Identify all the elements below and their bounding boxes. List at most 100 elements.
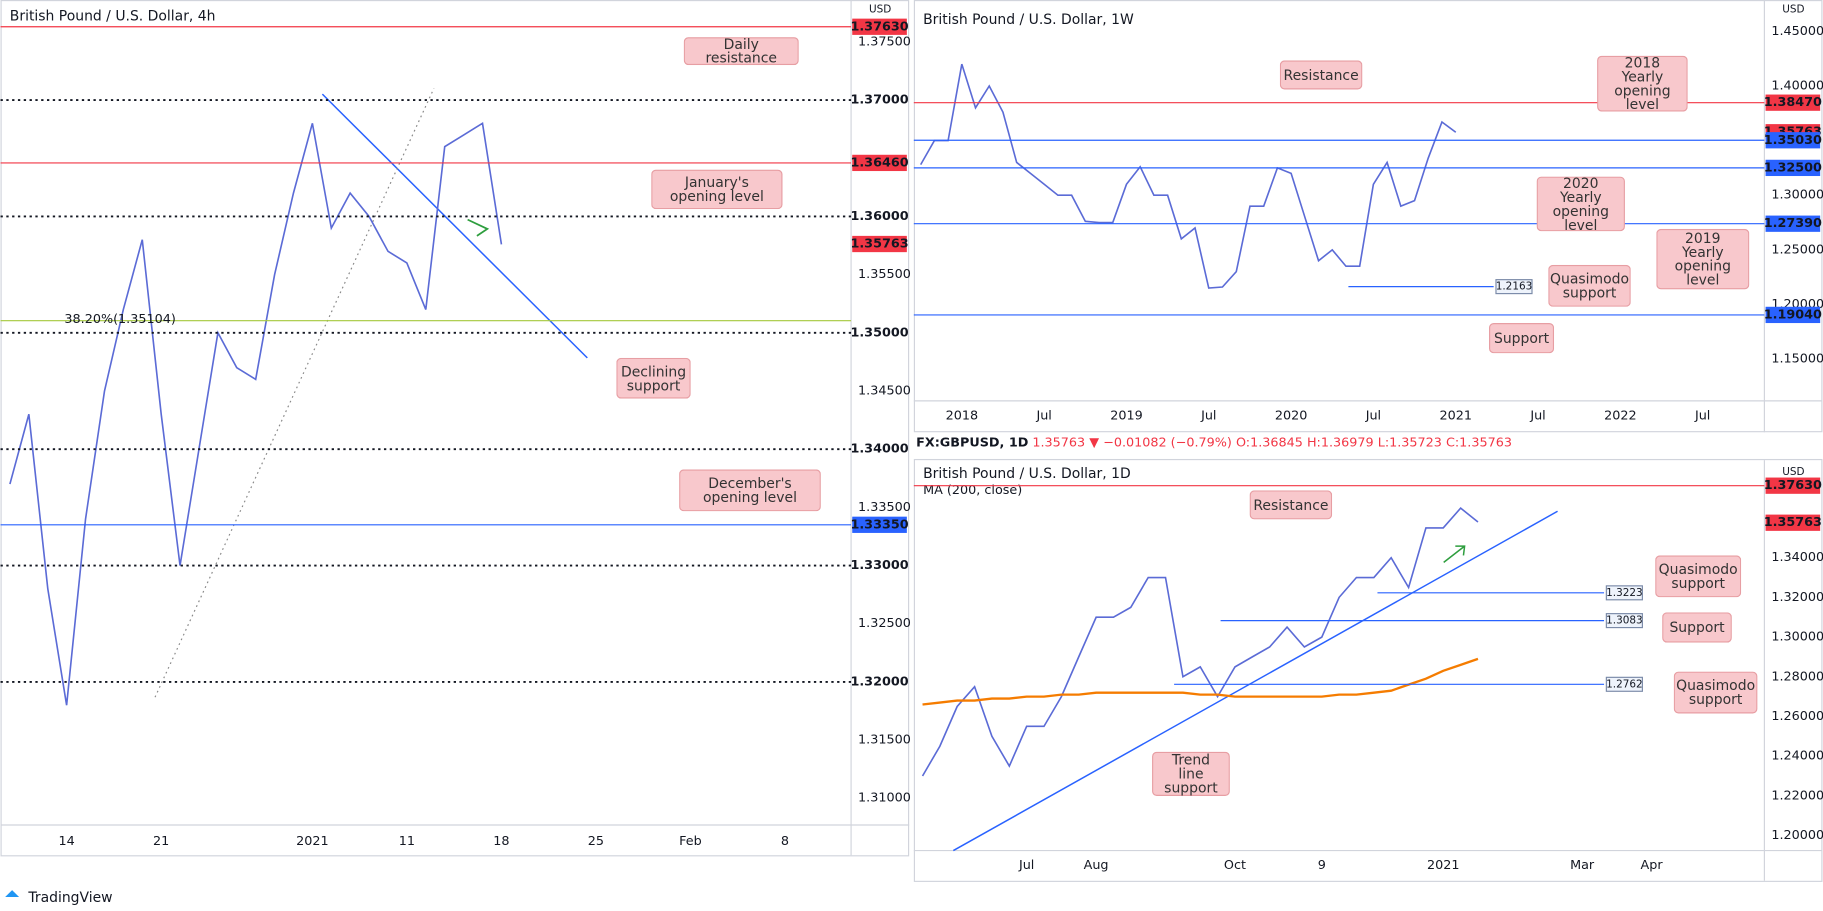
quote-bar: FX:GBPUSD, 1D 1.35763 ▼ −0.01082 (−0.79%… <box>916 435 1512 450</box>
price-line <box>921 507 1479 777</box>
annotation: Resistance <box>1249 490 1333 520</box>
x-tick-label: 2021 <box>1427 858 1460 873</box>
high: H:1.36979 <box>1307 435 1374 450</box>
x-tick-label: 8 <box>781 834 789 849</box>
y-tick-label: 1.26000 <box>1771 709 1823 724</box>
y-tick-label: 1.31500 <box>858 733 911 748</box>
annotation: January's opening level <box>651 169 783 210</box>
annotation-box: Quasimodo support <box>1548 264 1631 307</box>
y-tick-label: 1.20000 <box>1771 828 1823 843</box>
price-tag-label: 1.37630 <box>1764 478 1822 493</box>
panel-title: British Pound / U.S. Dollar, 1W <box>923 12 1134 28</box>
open: O:1.36845 <box>1236 435 1303 450</box>
last: 1.35763 <box>1032 435 1085 450</box>
y-tick-label: 1.25000 <box>1771 242 1823 257</box>
price-tag-label: 1.33350 <box>850 517 908 532</box>
price-tag-label: 1.35763 <box>1764 515 1822 530</box>
footer: TradingView <box>27 890 112 906</box>
price-tag-label: 1.32000 <box>850 674 908 689</box>
price-tag-label: 1.34000 <box>850 442 908 457</box>
annotation-box: Resistance <box>1279 60 1363 90</box>
level-box <box>1605 613 1643 629</box>
annotation: Trend line support <box>1152 751 1230 796</box>
x-tick-label: Aug <box>1084 858 1109 873</box>
price-tag <box>852 208 907 225</box>
y-tick-label: 1.32500 <box>858 616 911 631</box>
price-tag <box>1765 132 1821 149</box>
y-tick-label: 1.45000 <box>1771 24 1823 39</box>
annotation: Quasimodo support <box>1655 555 1742 598</box>
annotation-box: Trend line support <box>1152 751 1230 796</box>
annotation-box: 2018 Yearly opening level <box>1597 55 1688 112</box>
annotation-box: Quasimodo support <box>1673 671 1758 714</box>
arrow: ▼ <box>1089 435 1099 450</box>
declining-trendline <box>321 93 588 359</box>
annotation: Quasimodo support <box>1548 264 1631 307</box>
low: L:1.35723 <box>1378 435 1442 450</box>
price-tag <box>852 441 907 458</box>
price-tag-label: 1.36000 <box>850 209 908 224</box>
x-tick-label: Mar <box>1570 858 1595 873</box>
annotation: December's opening level <box>679 469 821 512</box>
level-box <box>1605 585 1643 601</box>
panel-frame <box>913 0 1823 433</box>
y-tick-label: 1.40000 <box>1771 78 1823 93</box>
logo <box>5 890 20 898</box>
price-tag-label: 1.33000 <box>850 558 908 573</box>
annotation-box: December's opening level <box>679 469 821 512</box>
x-tick-label: 2020 <box>1275 408 1307 423</box>
price-tag-label: 1.38470 <box>1764 95 1822 110</box>
x-tick-label: Jul <box>1694 408 1710 423</box>
x-tick-label: 25 <box>588 834 604 849</box>
price-tag <box>852 673 907 691</box>
y-tick-label: 1.32000 <box>1771 590 1823 605</box>
annotation-box: Declining support <box>616 357 691 399</box>
annotation-box: Resistance <box>1249 490 1333 520</box>
price-tag <box>852 324 907 341</box>
x-tick-label: 14 <box>59 834 75 849</box>
annotation-box: 2019 Yearly opening level <box>1656 228 1750 290</box>
annotation-box: 2020 Yearly opening level <box>1536 176 1625 232</box>
x-tick-label: Feb <box>679 834 702 849</box>
fib-line <box>154 88 435 698</box>
price-tag <box>1765 94 1821 111</box>
arrow <box>1443 545 1466 563</box>
price-tag-label: 1.36460 <box>850 155 908 170</box>
panel-title: British Pound / U.S. Dollar, 1D <box>923 466 1131 482</box>
y-tick-label: 1.33500 <box>858 500 911 515</box>
level-label: 1.2163 <box>1496 281 1533 293</box>
price-tag-label: 1.27390 <box>1764 216 1822 231</box>
annotation: Resistance <box>1279 60 1363 90</box>
y-tick-label: 1.15000 <box>1771 352 1823 367</box>
price-tag-label: 1.37630 <box>850 19 908 34</box>
x-tick-label: 9 <box>1318 858 1326 873</box>
trendline <box>952 510 1558 852</box>
annotation: Quasimodo support <box>1673 671 1758 714</box>
price-tag-label: 1.35763 <box>850 237 908 252</box>
level-label: 1.3083 <box>1606 615 1643 627</box>
panel-frame <box>913 458 1823 882</box>
legend-entry: MA (200, close) <box>923 483 1022 498</box>
symbol: FX:GBPUSD, 1D <box>916 435 1028 450</box>
price-tag-label: 1.37000 <box>850 93 908 108</box>
price-tag <box>1765 477 1821 494</box>
fib-label: 38.20%(1.35104) <box>64 312 175 327</box>
x-tick-label: 2022 <box>1604 408 1637 423</box>
annotation: 2018 Yearly opening level <box>1597 55 1688 112</box>
x-tick-label: Jul <box>1365 408 1381 423</box>
x-tick-label: Jul <box>1529 408 1545 423</box>
price-tag <box>852 18 907 35</box>
currency: USD <box>869 3 891 15</box>
y-tick-label: 1.22000 <box>1771 788 1823 803</box>
annotation: Support <box>1662 612 1732 643</box>
currency: USD <box>1782 466 1804 478</box>
x-tick-label: 11 <box>399 834 415 849</box>
x-tick-label: Apr <box>1641 858 1664 873</box>
price-tag <box>852 557 907 574</box>
x-tick-label: 2021 <box>1439 408 1471 423</box>
price-tag <box>1765 215 1821 232</box>
price-tag-label: 1.35000 <box>850 325 908 340</box>
annotation-box: Support <box>1662 612 1732 643</box>
